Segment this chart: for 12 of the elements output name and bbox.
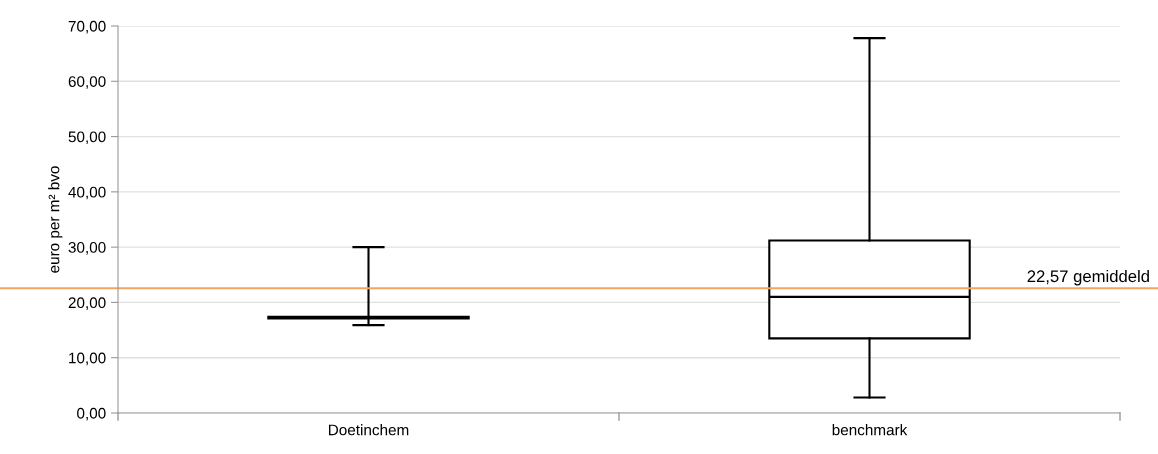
x-tick-label: benchmark [832,424,908,436]
y-tick-label: 30,00 [68,242,106,255]
y-tick-label: 10,00 [69,352,106,366]
y-tick-label: 60,00 [68,76,106,89]
y-axis-title: euro per m² bvo [48,166,63,273]
y-tick-label: 0,00 [77,407,106,421]
ref-line-label: 22,57 gemiddeld [1027,269,1149,286]
y-tick-label: 40,00 [68,186,106,200]
x-tick-label: Doetinchem [328,424,409,436]
y-tick-label: 70,00 [68,20,106,34]
y-tick-label: 20,00 [68,297,106,310]
y-tick-label: 50,00 [68,131,106,145]
